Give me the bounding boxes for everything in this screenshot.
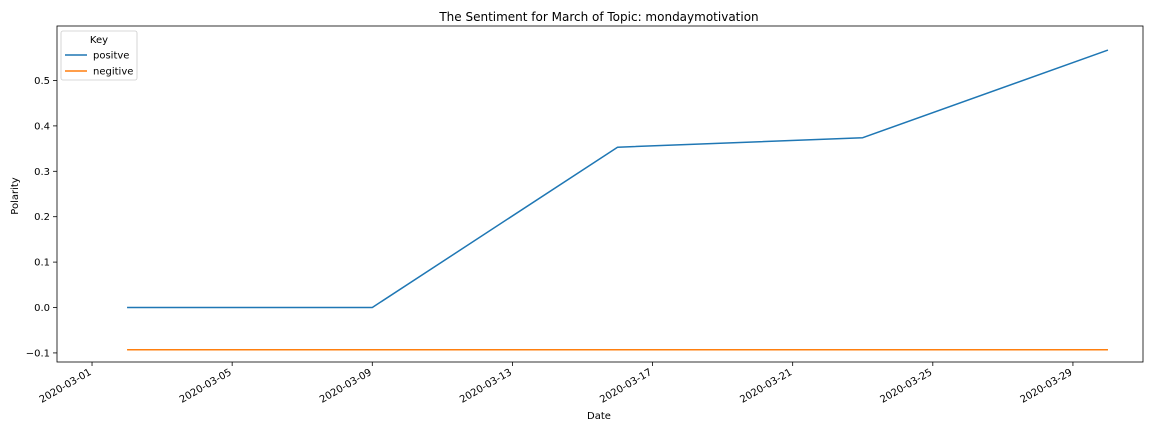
x-tick-label: 2020-03-01: [38, 367, 94, 406]
legend-label-positve: positve: [93, 51, 129, 62]
x-tick-label: 2020-03-25: [878, 367, 934, 406]
legend-box: [60, 30, 138, 81]
y-axis: −0.1 0.0 0.1 0.2 0.3 0.4 0.5: [26, 76, 57, 359]
x-tick-label: 2020-03-17: [598, 367, 654, 406]
legend-title: Key: [90, 35, 108, 46]
plot-area-frame: [56, 25, 1144, 363]
x-tick-label: 2020-03-13: [458, 367, 514, 406]
y-tick-label: 0.5: [34, 76, 50, 87]
x-tick-label: 2020-03-29: [1019, 367, 1075, 406]
legend: Key positve negitive: [60, 30, 138, 81]
legend-label-negitive: negitive: [93, 67, 133, 78]
x-axis: 2020-03-01 2020-03-05 2020-03-09 2020-03-13…: [38, 362, 1075, 406]
x-tick-label: 2020-03-21: [738, 367, 794, 406]
y-tick-label: 0.4: [34, 121, 50, 132]
series-lines: [127, 49, 1109, 351]
y-tick-label: 0.1: [34, 258, 50, 269]
y-axis-label: Polarity: [10, 177, 21, 215]
x-tick-label: 2020-03-05: [178, 367, 234, 406]
x-axis-label: Date: [587, 411, 611, 422]
y-tick-label: −0.1: [26, 348, 50, 359]
y-tick-label: 0.3: [34, 167, 50, 178]
series-line-positve: [127, 49, 1109, 309]
chart-title: The Sentiment for March of Topic: monday…: [438, 10, 758, 24]
x-tick-label: 2020-03-09: [318, 367, 374, 406]
y-tick-label: 0.2: [34, 212, 50, 223]
y-tick-label: 0.0: [34, 303, 50, 314]
